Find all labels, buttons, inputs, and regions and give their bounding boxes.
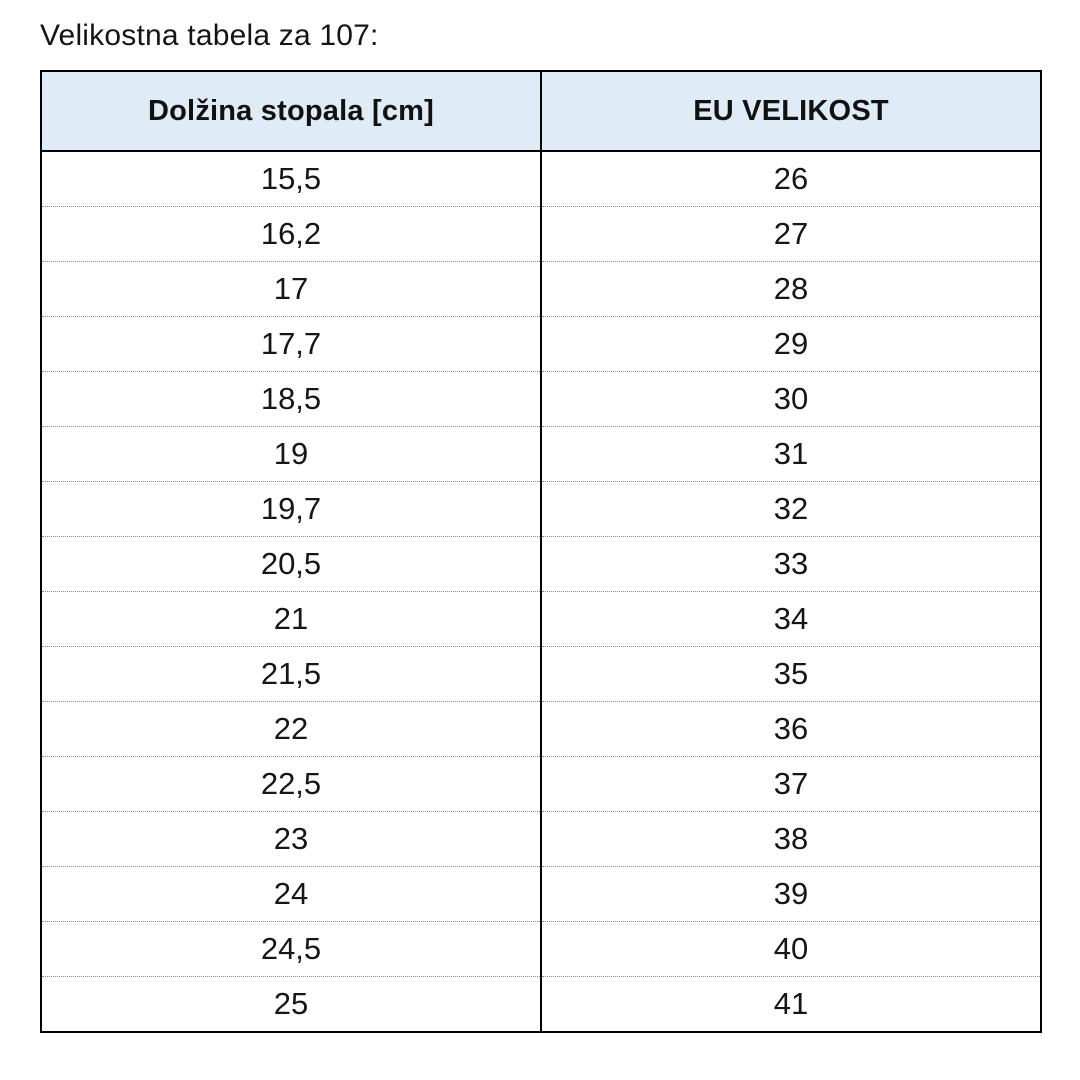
table-row: 20,5 33 <box>41 536 1041 592</box>
table-row: 23 38 <box>41 811 1041 867</box>
cell-eu-size: 33 <box>540 536 1041 592</box>
cell-foot-length: 21 <box>41 591 541 647</box>
cell-eu-size: 37 <box>540 756 1041 812</box>
cell-eu-size: 40 <box>540 921 1041 977</box>
cell-foot-length: 22,5 <box>41 756 541 812</box>
cell-foot-length: 23 <box>41 811 541 867</box>
cell-foot-length: 19,7 <box>41 481 541 537</box>
table-row: 17 28 <box>41 261 1041 317</box>
cell-foot-length: 17,7 <box>41 316 541 372</box>
cell-eu-size: 35 <box>540 646 1041 702</box>
cell-eu-size: 29 <box>540 316 1041 372</box>
cell-foot-length: 17 <box>41 261 541 317</box>
cell-eu-size: 38 <box>540 811 1041 867</box>
cell-eu-size: 41 <box>540 976 1041 1033</box>
table-row: 22 36 <box>41 701 1041 757</box>
cell-eu-size: 36 <box>540 701 1041 757</box>
table-row: 19,7 32 <box>41 481 1041 537</box>
table-row: 16,2 27 <box>41 206 1041 262</box>
cell-eu-size: 26 <box>540 151 1041 207</box>
column-header-eu-size: EU VELIKOST <box>540 70 1042 152</box>
header-row: Dolžina stopala [cm] EU VELIKOST <box>40 70 1042 152</box>
table-row: 24 39 <box>41 866 1041 922</box>
cell-foot-length: 24,5 <box>41 921 541 977</box>
table-row: 18,5 30 <box>41 371 1041 427</box>
cell-eu-size: 30 <box>540 371 1041 427</box>
cell-eu-size: 39 <box>540 866 1041 922</box>
cell-foot-length: 15,5 <box>41 151 541 207</box>
table-row: 17,7 29 <box>41 316 1041 372</box>
table-row: 24,5 40 <box>41 921 1041 977</box>
size-table-header: Dolžina stopala [cm] EU VELIKOST <box>40 70 1042 152</box>
table-row: 21 34 <box>41 591 1041 647</box>
cell-foot-length: 19 <box>41 426 541 482</box>
cell-eu-size: 34 <box>540 591 1041 647</box>
cell-eu-size: 27 <box>540 206 1041 262</box>
cell-foot-length: 16,2 <box>41 206 541 262</box>
table-row: 21,5 35 <box>41 646 1041 702</box>
column-header-foot-length: Dolžina stopala [cm] <box>40 70 542 152</box>
cell-foot-length: 24 <box>41 866 541 922</box>
table-row: 15,5 26 <box>41 151 1041 207</box>
cell-foot-length: 21,5 <box>41 646 541 702</box>
size-table-body: 15,5 26 16,2 27 17 28 17,7 29 18,5 30 19 31 19,7 32 20… <box>41 151 1041 1033</box>
table-row: 22,5 37 <box>41 756 1041 812</box>
table-row: 19 31 <box>41 426 1041 482</box>
cell-eu-size: 32 <box>540 481 1041 537</box>
table-row: 25 41 <box>41 976 1041 1033</box>
cell-foot-length: 25 <box>41 976 541 1033</box>
cell-eu-size: 28 <box>540 261 1041 317</box>
cell-foot-length: 18,5 <box>41 371 541 427</box>
page-title: Velikostna tabela za 107: <box>40 19 379 52</box>
size-table: Dolžina stopala [cm] EU VELIKOST 15,5 26 1… <box>40 70 1042 1033</box>
cell-foot-length: 22 <box>41 701 541 757</box>
cell-eu-size: 31 <box>540 426 1041 482</box>
cell-foot-length: 20,5 <box>41 536 541 592</box>
